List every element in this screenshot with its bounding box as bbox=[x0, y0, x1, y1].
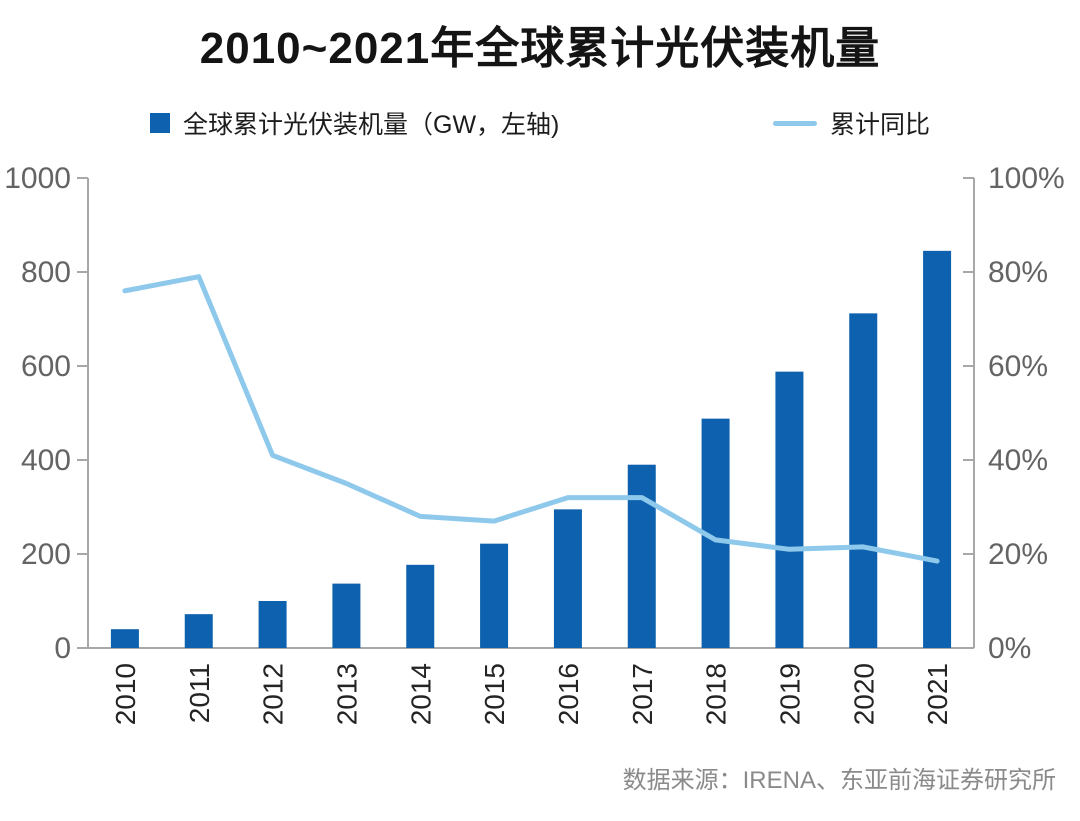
right-axis-tick-label: 80% bbox=[988, 256, 1048, 289]
legend-line-swatch-icon bbox=[772, 120, 817, 126]
x-label-2015: 2015 bbox=[479, 663, 510, 725]
bar-2017 bbox=[627, 464, 656, 648]
legend-item-yoy: 累计同比 bbox=[772, 105, 930, 141]
left-axis-tick-label: 800 bbox=[21, 256, 71, 289]
x-label-2018: 2018 bbox=[701, 663, 732, 725]
x-label-2012: 2012 bbox=[258, 663, 289, 725]
legend-item-capacity: 全球累计光伏装机量（GW，左轴) bbox=[150, 105, 559, 141]
left-axis-tick-label: 1000 bbox=[4, 162, 71, 195]
legend-capacity-label: 全球累计光伏装机量（GW，左轴) bbox=[183, 111, 560, 139]
right-axis-tick-label: 0% bbox=[988, 632, 1031, 665]
right-axis-tick-label: 40% bbox=[988, 444, 1048, 477]
x-label-2019: 2019 bbox=[774, 663, 805, 725]
left-axis-tick-label: 400 bbox=[21, 444, 71, 477]
x-label-2017: 2017 bbox=[627, 663, 658, 725]
right-axis-tick-label: 100% bbox=[988, 162, 1065, 195]
x-label-2020: 2020 bbox=[848, 663, 879, 725]
chart-legend: 全球累计光伏装机量（GW，左轴) 累计同比 bbox=[150, 105, 930, 141]
bar-2016 bbox=[553, 509, 582, 648]
bar-2010 bbox=[110, 629, 139, 648]
data-source-note: 数据来源：IRENA、东亚前海证券研究所 bbox=[622, 767, 1056, 794]
legend-bar-swatch-icon bbox=[150, 113, 170, 133]
right-axis-tick-label: 60% bbox=[988, 350, 1048, 383]
x-label-2011: 2011 bbox=[184, 663, 215, 723]
x-label-2016: 2016 bbox=[553, 663, 584, 725]
chart-title: 2010~2021年全球累计光伏装机量 bbox=[199, 24, 881, 73]
x-label-2010: 2010 bbox=[110, 663, 141, 725]
bar-2021 bbox=[923, 250, 952, 648]
left-axis-tick-label: 0 bbox=[54, 632, 71, 665]
yoy-line bbox=[122, 274, 940, 564]
left-axis-tick-label: 600 bbox=[21, 350, 71, 383]
bar-2015 bbox=[480, 543, 509, 648]
bar-2020 bbox=[849, 313, 878, 648]
left-axis-tick-label: 200 bbox=[21, 538, 71, 571]
bar-2014 bbox=[406, 564, 435, 648]
right-axis-tick-label: 20% bbox=[988, 538, 1048, 571]
bar-2019 bbox=[775, 371, 804, 648]
x-label-2014: 2014 bbox=[405, 663, 436, 725]
bar-2012 bbox=[258, 601, 287, 648]
bar-2011 bbox=[184, 614, 213, 648]
x-label-2021: 2021 bbox=[922, 663, 953, 725]
chart-canvas: 0 200 400 600 800 1000 0% 20% 40% 60% 80% 100% 2010 2… bbox=[4, 162, 1065, 725]
legend-yoy-label: 累计同比 bbox=[829, 111, 930, 139]
x-label-2013: 2013 bbox=[331, 663, 362, 725]
bar-2013 bbox=[332, 583, 361, 648]
